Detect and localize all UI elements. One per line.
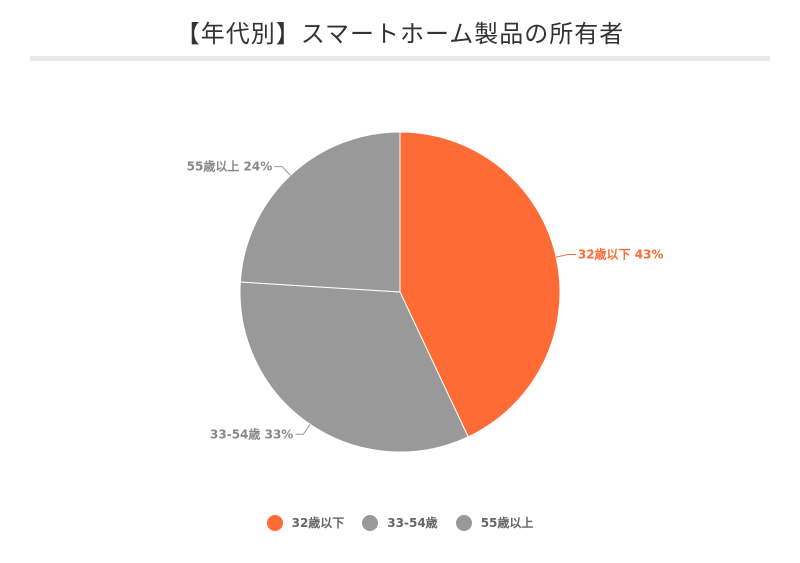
legend-marker bbox=[455, 514, 472, 531]
pie-chart: 32歳以下 43% 33-54歳 33% 55歳以上 24% bbox=[187, 131, 664, 453]
label-leader-line-1 bbox=[295, 424, 311, 435]
chart-legend: 32歳以下 33-54歳 55歳以上 bbox=[0, 514, 800, 531]
data-label-2: 55歳以上 24% bbox=[187, 159, 273, 174]
legend-item-over-55[interactable]: 55歳以上 bbox=[455, 514, 534, 531]
legend-label: 55歳以上 bbox=[480, 516, 534, 530]
legend-marker bbox=[362, 514, 379, 531]
pie-slice-2[interactable] bbox=[239, 131, 401, 293]
legend-item-33-54[interactable]: 33-54歳 bbox=[362, 514, 438, 531]
pie-slice-1[interactable] bbox=[239, 281, 469, 453]
legend-label: 33-54歳 bbox=[387, 516, 438, 530]
data-label-0: 32歳以下 43% bbox=[578, 246, 664, 261]
legend-marker bbox=[266, 514, 283, 531]
data-label-1: 33-54歳 33% bbox=[210, 426, 293, 441]
pie-slice-0[interactable] bbox=[399, 131, 561, 438]
chart-title: 【年代別】スマートホーム製品の所有者 bbox=[175, 20, 625, 48]
legend-item-under-32[interactable]: 32歳以下 bbox=[266, 514, 345, 531]
label-leader-line-0 bbox=[556, 253, 576, 258]
legend-label: 32歳以下 bbox=[291, 516, 345, 530]
label-leader-line-2 bbox=[274, 166, 291, 176]
title-divider bbox=[30, 56, 770, 61]
